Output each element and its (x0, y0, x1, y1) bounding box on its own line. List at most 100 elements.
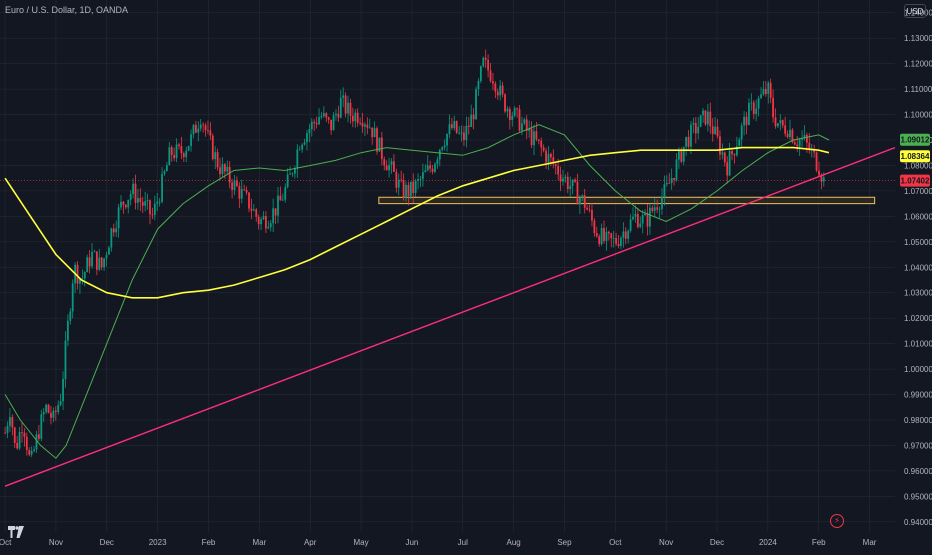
candle-body (330, 119, 333, 131)
candle-body (479, 66, 482, 82)
candle-body (395, 171, 398, 188)
candle-body (298, 149, 301, 151)
candle-body (487, 59, 490, 71)
candle-body (69, 311, 72, 321)
candle-body (54, 410, 57, 413)
y-tick-label: 1.07000 (904, 187, 932, 196)
candle-body (755, 108, 758, 114)
candle-body (764, 89, 767, 95)
candle-body (789, 129, 791, 138)
candle-body (533, 131, 535, 146)
candle-body (368, 127, 371, 129)
candle-body (610, 233, 613, 239)
candle-body (600, 228, 603, 245)
candle-body (151, 214, 154, 216)
candle-body (709, 111, 712, 127)
candle-body (211, 135, 214, 160)
candle-body (293, 168, 296, 174)
candle-body (265, 216, 267, 229)
candle-body (545, 150, 547, 163)
candle-body (139, 198, 142, 202)
candle-body (706, 111, 709, 125)
candle-body (286, 174, 289, 188)
y-tick-label: 1.04000 (904, 263, 932, 272)
y-tick-label: 1.03000 (904, 289, 932, 298)
candle-body (603, 228, 605, 241)
candle-body (818, 170, 820, 176)
candle-body (122, 201, 125, 205)
candle-body (641, 215, 644, 224)
lightning-icon[interactable]: ⚡ (830, 514, 844, 528)
candle-body (168, 147, 171, 166)
moving-average-fast (4, 124, 830, 459)
candle-body (349, 102, 352, 116)
time-axis[interactable]: Oct Nov Dec 2023 Feb Mar Apr May Jun Jul Aug Sep Oct… (0, 538, 877, 547)
candle-body (134, 183, 137, 203)
y-tick-label: 1.11000 (904, 85, 932, 94)
candle-body (501, 85, 504, 95)
candle-body (687, 136, 690, 147)
candle-body (735, 146, 738, 156)
candle-body (371, 127, 374, 138)
price-axis[interactable]: 1.14000 1.13000 1.12000 1.11000 1.10000 1.090… (900, 9, 932, 527)
candle-body (649, 207, 651, 227)
candle-body (661, 196, 663, 209)
candle-body (757, 98, 760, 109)
candle-body (158, 201, 161, 203)
candle-body (83, 272, 86, 279)
candle-body (629, 219, 632, 231)
candle-body (779, 120, 782, 124)
x-tick-label: Sep (557, 538, 572, 547)
candle-body (279, 195, 282, 201)
candle-body (214, 152, 217, 160)
candle-body (808, 142, 811, 151)
candle-body (651, 207, 654, 211)
candle-body (656, 207, 659, 210)
candle-body (98, 257, 101, 270)
candle-body (226, 166, 229, 172)
candle-body (388, 164, 390, 171)
candle-body (586, 207, 589, 210)
candle-body (798, 139, 801, 147)
candle-body (339, 97, 342, 118)
candle-body (47, 404, 50, 413)
candle-body (322, 113, 325, 116)
candle-body (149, 200, 151, 215)
candle-body (37, 434, 40, 439)
y-tick-label: 0.97000 (904, 441, 932, 450)
candle-body (624, 231, 627, 239)
candle-body (639, 223, 642, 228)
candle-body (332, 115, 335, 131)
candle-body (419, 178, 422, 180)
candle-body (699, 115, 702, 127)
candle-body (680, 149, 683, 162)
grid (0, 0, 895, 532)
y-tick-label: 1.06000 (904, 212, 932, 221)
candle-body (697, 126, 700, 134)
candle-body (137, 198, 139, 203)
candle-body (267, 227, 270, 229)
candle-body (228, 166, 231, 183)
chart-title: Euro / U.S. Dollar, 1D, OANDA (5, 5, 128, 15)
currency-button[interactable]: USD (904, 4, 926, 18)
candle-body (110, 228, 113, 248)
candle-body (21, 432, 23, 433)
candle-body (615, 238, 618, 244)
candle-body (79, 278, 81, 284)
candle-body (665, 183, 668, 185)
candle-body (76, 264, 79, 284)
candle-body (35, 434, 38, 450)
candle-body (472, 114, 475, 120)
candle-body (144, 201, 147, 206)
candle-body (513, 108, 516, 116)
x-tick-label: Dec (100, 538, 114, 547)
candle-body (260, 219, 262, 225)
candle-body (86, 257, 89, 273)
candle-body (182, 153, 185, 158)
candle-body (13, 427, 16, 443)
candle-body (593, 220, 596, 233)
candle-body (313, 121, 316, 123)
candle-body (634, 214, 637, 217)
